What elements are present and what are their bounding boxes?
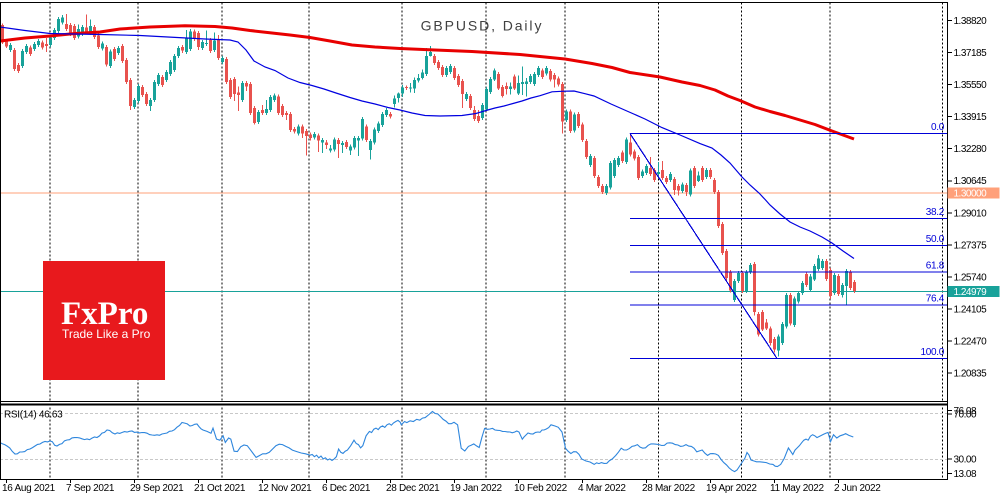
svg-text:30.00: 30.00: [954, 455, 977, 466]
svg-text:0.0: 0.0: [931, 122, 945, 133]
svg-text:1.27375: 1.27375: [954, 240, 988, 251]
svg-text:28 Mar 2022: 28 Mar 2022: [642, 483, 696, 494]
svg-text:76.08: 76.08: [954, 406, 977, 417]
svg-text:61.8: 61.8: [926, 261, 945, 272]
svg-text:1.32280: 1.32280: [954, 144, 988, 155]
svg-text:11 May 2022: 11 May 2022: [770, 483, 825, 494]
svg-text:1.24105: 1.24105: [954, 304, 988, 315]
svg-text:29 Sep 2021: 29 Sep 2021: [130, 483, 184, 494]
svg-text:70.00: 70.00: [954, 409, 977, 420]
svg-text:FxPro: FxPro: [61, 296, 148, 332]
svg-text:19 Jan 2022: 19 Jan 2022: [450, 483, 502, 494]
svg-text:1.24979: 1.24979: [954, 287, 988, 298]
svg-text:1.29010: 1.29010: [954, 208, 988, 219]
svg-text:1.38820: 1.38820: [954, 16, 988, 27]
svg-text:1.22470: 1.22470: [954, 337, 988, 348]
svg-text:1.37185: 1.37185: [954, 48, 988, 59]
svg-text:10 Feb 2022: 10 Feb 2022: [514, 483, 568, 494]
svg-text:13.08: 13.08: [954, 469, 977, 480]
svg-text:12 Nov 2021: 12 Nov 2021: [258, 483, 312, 494]
svg-text:1.35550: 1.35550: [954, 80, 988, 91]
svg-text:1.25740: 1.25740: [954, 272, 988, 283]
svg-text:28 Dec 2021: 28 Dec 2021: [386, 483, 440, 494]
svg-text:38.2: 38.2: [926, 207, 945, 218]
svg-text:7 Sep 2021: 7 Sep 2021: [66, 483, 115, 494]
svg-text:50.0: 50.0: [926, 234, 945, 245]
svg-text:4 Mar 2022: 4 Mar 2022: [578, 483, 626, 494]
svg-text:100.0: 100.0: [920, 347, 944, 358]
svg-text:1.30000: 1.30000: [954, 189, 988, 200]
svg-text:2 Jun 2022: 2 Jun 2022: [834, 483, 881, 494]
svg-text:6 Dec 2021: 6 Dec 2021: [322, 483, 371, 494]
svg-text:21 Oct 2021: 21 Oct 2021: [194, 483, 246, 494]
svg-text:Trade Like a Pro: Trade Like a Pro: [62, 327, 151, 341]
svg-text:16 Aug 2021: 16 Aug 2021: [2, 483, 56, 494]
svg-text:RSI(14) 46.63: RSI(14) 46.63: [4, 410, 63, 421]
svg-text:GBPUSD, Daily: GBPUSD, Daily: [421, 18, 544, 34]
svg-text:76.4: 76.4: [926, 294, 945, 305]
svg-text:19 Apr 2022: 19 Apr 2022: [706, 483, 757, 494]
svg-text:1.33915: 1.33915: [954, 112, 988, 123]
svg-text:1.30645: 1.30645: [954, 176, 988, 187]
svg-text:1.20835: 1.20835: [954, 369, 988, 380]
